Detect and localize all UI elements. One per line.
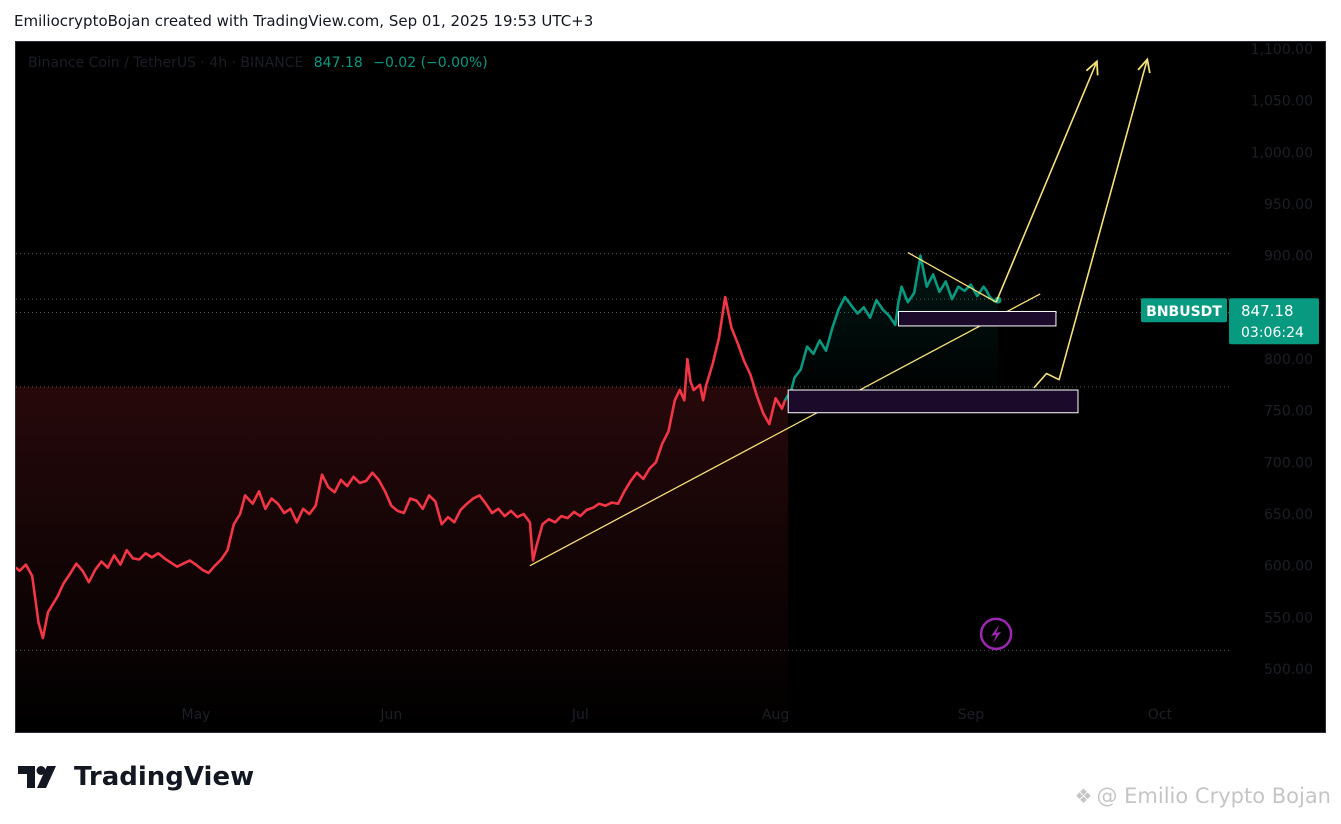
- y-axis-tick-label: 600.00: [1264, 559, 1313, 575]
- y-axis-tick-label: 700.00: [1264, 455, 1313, 471]
- watermark-text: @ Emilio Crypto Bojan: [1096, 784, 1331, 808]
- y-axis-tick-label: 1,050.00: [1251, 94, 1313, 110]
- y-axis-tick-label: 900.00: [1264, 249, 1313, 265]
- ticker-symbol-text: BNBUSDT: [1146, 304, 1222, 320]
- ticker-countdown-text: 03:06:24: [1241, 325, 1304, 341]
- tradingview-brand-name: TradingView: [74, 762, 255, 792]
- projection-arrow-1: [995, 61, 1098, 303]
- ticker-price-badge: [1229, 298, 1319, 345]
- support-zone-box: [897, 310, 1057, 327]
- legend-symbol: Binance Coin / TetherUS · 4h · BINANCE: [28, 55, 304, 71]
- green-area-fill: [785, 255, 998, 401]
- y-axis-tick-label: 500.00: [1264, 662, 1313, 678]
- legend-change: −0.02 (−0.00%): [373, 55, 488, 71]
- x-axis-tick-label: Oct: [1148, 707, 1173, 723]
- ticker-symbol-badge: [1141, 298, 1227, 323]
- current-price-tag[interactable]: BNBUSDT 847.18 03:06:24: [1141, 298, 1319, 345]
- y-axis-tick-label: 1,000.00: [1251, 145, 1313, 161]
- projection-arrow-1-head: [1085, 59, 1099, 76]
- support-zone-box: [787, 389, 1079, 414]
- y-axis-tick-label: 800.00: [1264, 352, 1313, 368]
- wedge-resistance-line: [907, 252, 997, 303]
- trendline: [529, 293, 1041, 567]
- alert-lightning-bolt: [991, 624, 1002, 643]
- x-axis-tick-label: Jun: [379, 707, 402, 723]
- x-axis-tick-label: Aug: [762, 707, 789, 723]
- tradingview-logo-icon: [18, 766, 56, 788]
- price-line-down-segment: [16, 295, 793, 640]
- binance-logo-icon: ❖: [1074, 784, 1093, 808]
- x-axis-tick-label: Sep: [958, 707, 985, 723]
- chart-area[interactable]: 1,100.001,050.001,000.00950.00900.00850.…: [15, 41, 1326, 733]
- y-axis-tick-label: 950.00: [1264, 197, 1313, 213]
- chart-header: EmiliocryptoBojan created with TradingVi…: [14, 12, 594, 30]
- alert-lightning-icon: [979, 617, 1013, 651]
- symbol-legend: Binance Coin / TetherUS · 4h · BINANCE 8…: [28, 55, 488, 71]
- author-watermark: ❖ @ Emilio Crypto Bojan: [1075, 784, 1331, 808]
- projection-arrow-2-head: [1137, 57, 1151, 74]
- x-axis-tick-label: Jul: [571, 707, 589, 723]
- y-axis-tick-label: 550.00: [1264, 610, 1313, 626]
- ticker-price-text: 847.18: [1241, 302, 1294, 320]
- price-chart[interactable]: 1,100.001,050.001,000.00950.00900.00850.…: [16, 42, 1326, 733]
- tradingview-logo[interactable]: TradingView: [18, 762, 254, 792]
- x-axis-tick-label: May: [182, 707, 211, 723]
- legend-price: 847.18: [313, 55, 363, 71]
- price-line-up-segment: [783, 254, 999, 401]
- y-axis-tick-label: 650.00: [1264, 507, 1313, 523]
- y-axis-tick-label: 1,100.00: [1251, 42, 1313, 58]
- y-axis-tick-label: 750.00: [1264, 404, 1313, 420]
- red-area-fill: [16, 386, 789, 729]
- projection-arrow-2: [1033, 59, 1149, 389]
